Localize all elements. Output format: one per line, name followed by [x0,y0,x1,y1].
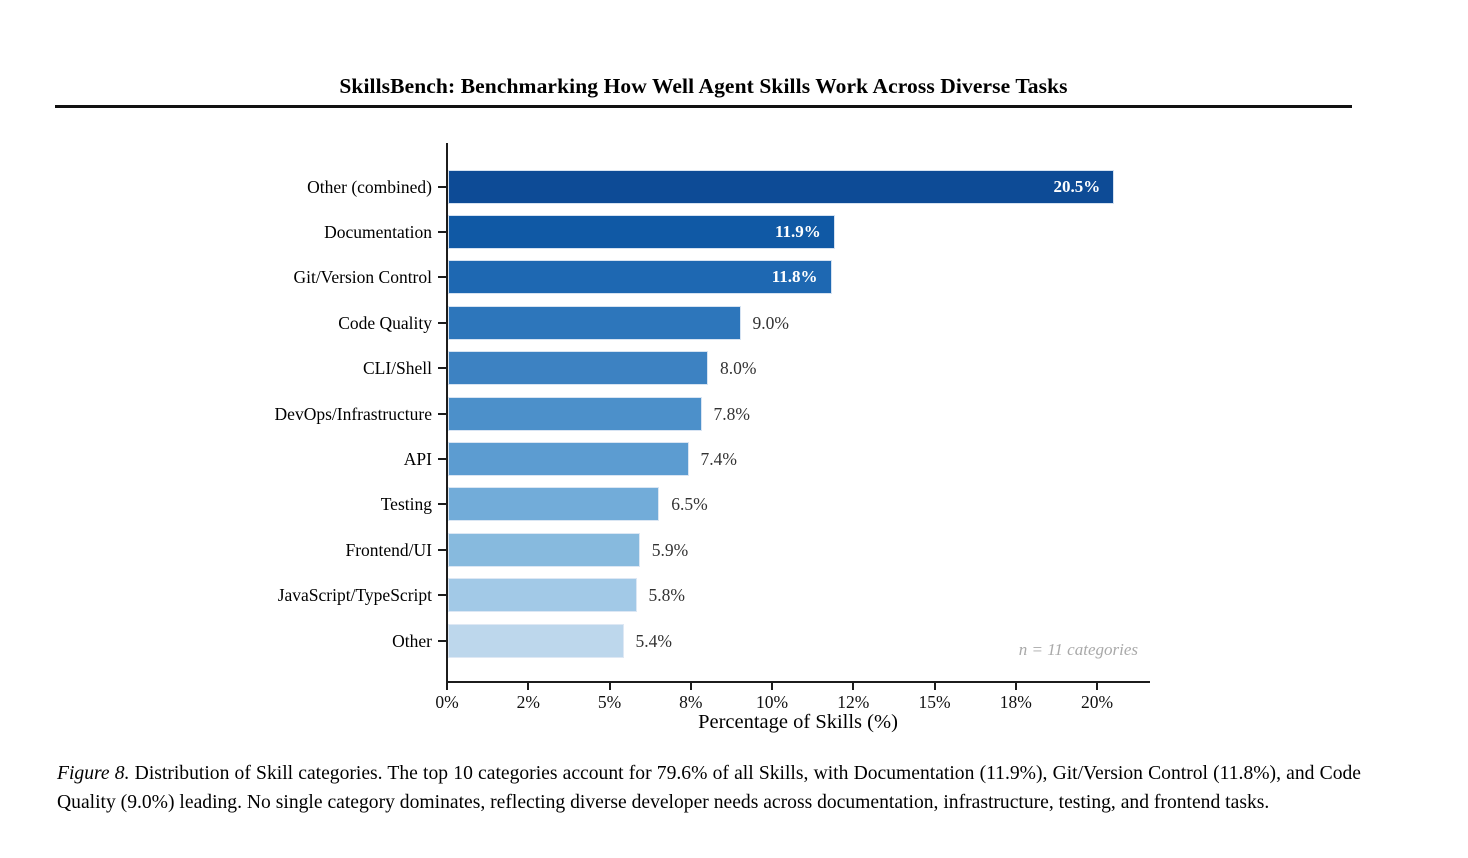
plot-area [446,143,1150,683]
y-tick [438,548,446,551]
category-label: Other (combined) [307,176,432,197]
y-tick [438,230,446,233]
bar [448,351,708,386]
value-label: 7.8% [713,403,750,424]
x-tick [446,683,448,690]
bar [448,578,637,613]
value-label: 5.4% [635,630,672,651]
x-tick [527,683,530,690]
x-tick-label: 2% [516,692,540,712]
category-label: Testing [380,494,432,515]
y-tick [438,276,446,279]
page-title: SkillsBench: Benchmarking How Well Agent… [339,74,1068,98]
value-label: 11.9% [774,221,821,241]
x-tick-label: 10% [755,692,789,712]
y-tick [438,321,446,324]
sample-size-annotation: n = 11 categories [1018,640,1138,659]
value-label: 11.8% [771,267,818,287]
value-label: 6.5% [671,494,708,515]
x-axis-title: Percentage of Skills (%) [698,711,898,733]
category-label: Frontend/UI [345,539,432,560]
value-label: 5.9% [651,539,689,560]
figure-caption-label: Figure 8. [57,763,130,784]
x-tick-label: 8% [679,692,703,712]
y-tick [438,367,446,370]
x-tick-label: 18% [999,692,1032,712]
x-tick-label: 5% [597,692,622,712]
bar [448,305,741,340]
bar [448,487,660,522]
bar [448,441,689,476]
value-label: 5.8% [648,585,685,606]
bar [448,396,702,431]
category-label: Git/Version Control [293,267,432,288]
figure-caption: Figure 8. Distribution of Skill categori… [57,760,1361,817]
category-label: JavaScript/TypeScript [277,585,432,606]
category-label: Documentation [324,221,432,242]
category-label: CLI/Shell [362,358,432,379]
value-label: 8.0% [720,358,757,379]
x-tick [608,683,611,690]
x-tick [1096,683,1098,690]
bar [448,623,624,658]
bar: 11.8% [448,260,832,295]
x-tick-label: 20% [1080,692,1114,712]
value-label: 9.0% [752,312,789,333]
figure-caption-text: Distribution of Skill categories. The to… [57,763,1361,813]
x-tick-label: 0% [435,692,459,712]
category-label: Code Quality [338,312,432,333]
y-tick [438,594,446,597]
bar: 20.5% [448,169,1115,204]
y-tick [438,639,446,642]
bar [448,532,640,567]
x-tick-label: 15% [918,692,951,712]
title-rule [55,105,1352,108]
x-tick-label: 12% [837,692,870,712]
y-tick [438,457,446,460]
x-tick [689,683,692,690]
value-label: 20.5% [1053,176,1101,196]
y-tick [438,503,446,506]
category-label: API [403,448,432,469]
bar: 11.9% [448,214,835,249]
value-label: 7.4% [700,448,737,469]
x-tick [1014,683,1017,690]
category-label: Other [392,630,432,651]
x-tick [933,683,936,690]
y-tick [438,412,446,415]
category-label: DevOps/Infrastructure [274,403,432,424]
y-tick [438,185,446,188]
x-tick [771,683,773,690]
x-tick [852,683,855,690]
